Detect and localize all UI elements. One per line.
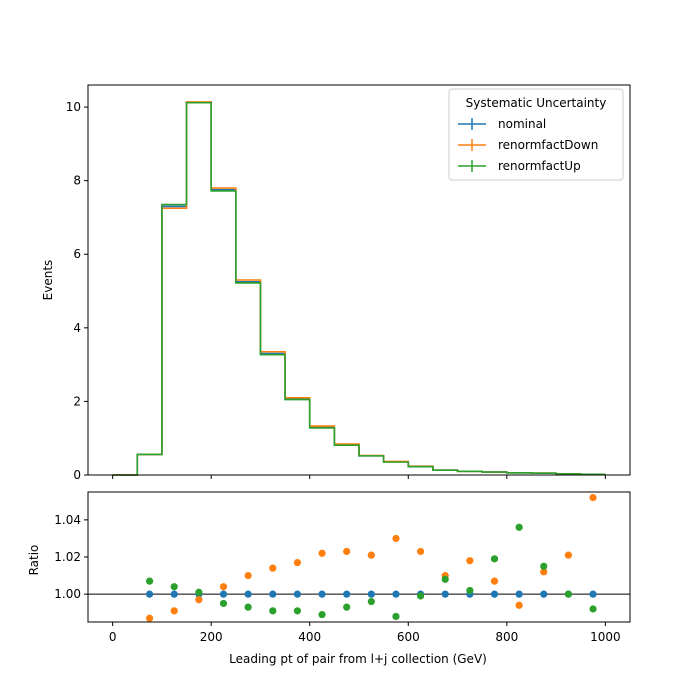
ratio-point-nominal	[219, 590, 228, 598]
histogram-axes-frame	[87, 84, 631, 476]
histogram-y-tick-label: 0	[73, 468, 81, 482]
ratio-point-renormfactdown	[564, 551, 573, 559]
ratio-point-renormfactup	[490, 555, 499, 563]
ratio-point-nominal	[392, 590, 400, 598]
ratio-point-nominal	[540, 590, 548, 598]
ratio-panel: 1.00 1.02 1.04 0 200 400 600 800 1000 Ratio Lea…	[27, 491, 631, 666]
ratio-point-nominal	[515, 590, 523, 598]
legend-item-renormfactdown: renormfactDown	[458, 138, 598, 152]
histogram-y-tick-label: 4	[73, 321, 81, 335]
ratio-point-nominal	[367, 590, 375, 598]
ratio-point-nominal	[490, 590, 499, 598]
ratio-point-renormfactdown	[219, 583, 228, 591]
histogram-y-tick-label: 10	[66, 100, 81, 114]
ratio-point-nominal	[318, 590, 326, 598]
histogram-y-tick-label: 6	[73, 247, 81, 261]
legend-label-renormfactdown: renormfactDown	[498, 138, 598, 152]
ratio-point-renormfactdown	[244, 571, 252, 580]
ratio-point-renormfactup	[293, 607, 302, 615]
ratio-y-tick-label: 1.02	[54, 550, 81, 564]
ratio-x-tick-label: 1000	[590, 630, 621, 644]
ratio-point-nominal	[244, 590, 252, 598]
legend: Systematic Uncertainty nominal renormfac…	[448, 88, 624, 181]
ratio-point-renormfactup	[318, 610, 326, 619]
ratio-point-renormfactdown	[343, 547, 351, 556]
ratio-y-tick-label: 1.04	[54, 513, 81, 527]
ratio-x-tick-label: 0	[109, 630, 117, 644]
legend-box	[448, 88, 624, 181]
histogram-y-ticks: 0 2 4 6 8 10	[66, 100, 88, 482]
ratio-point-nominal	[343, 590, 351, 598]
legend-item-nominal: nominal	[458, 117, 546, 131]
ratio-point-renormfactup	[145, 577, 154, 585]
histogram-y-tick-label: 8	[73, 174, 81, 188]
ratio-point-renormfactup	[466, 586, 474, 595]
ratio-point-renormfactdown	[416, 547, 425, 556]
ratio-point-renormfactdown	[195, 596, 203, 604]
ratio-point-renormfactup	[589, 605, 597, 613]
ratio-x-tick-label: 800	[495, 630, 518, 644]
ratio-point-nominal	[145, 590, 154, 598]
ratio-y-ticks: 1.00 1.02 1.04	[54, 513, 88, 601]
legend-title: Systematic Uncertainty	[466, 96, 607, 110]
ratio-point-renormfactup	[219, 599, 228, 608]
ratio-x-ticks: 0 200 400 600 800 1000	[109, 622, 621, 644]
ratio-point-renormfactup	[416, 592, 425, 600]
ratio-point-renormfactdown	[170, 607, 178, 615]
ratio-point-renormfactup	[564, 590, 573, 598]
ratio-point-renormfactup	[343, 603, 351, 611]
histogram-y-tick-label: 2	[73, 394, 81, 408]
ratio-point-renormfactdown	[392, 534, 400, 543]
histogram-series-group	[112, 101, 606, 476]
ratio-point-nominal	[269, 590, 277, 598]
histogram-panel: 0 2 4 6 8 10 Events Systematic Uncertainty no…	[41, 84, 631, 482]
ratio-point-renormfactdown	[293, 558, 302, 567]
ratio-x-axis-label: Leading pt of pair from l+j collection (…	[229, 652, 487, 666]
ratio-point-renormfactup	[392, 612, 400, 621]
ratio-point-renormfactdown	[269, 564, 277, 572]
histogram-y-axis-label: Events	[41, 260, 55, 301]
ratio-point-renormfactdown	[490, 577, 499, 585]
ratio-point-nominal	[293, 590, 302, 598]
ratio-point-renormfactup	[540, 562, 548, 570]
ratio-point-nominal	[589, 590, 597, 598]
ratio-point-renormfactdown	[466, 557, 474, 565]
ratio-point-renormfactdown	[367, 551, 375, 559]
ratio-point-renormfactup	[515, 523, 523, 531]
ratio-x-tick-label: 600	[397, 630, 420, 644]
ratio-point-renormfactup	[269, 607, 277, 615]
ratio-point-renormfactup	[170, 583, 178, 591]
ratio-point-renormfactup	[441, 575, 449, 583]
ratio-point-renormfactdown	[515, 601, 523, 609]
legend-item-renormfactup: renormfactUp	[458, 159, 581, 173]
ratio-point-renormfactdown	[145, 614, 154, 622]
ratio-point-renormfactdown	[318, 549, 326, 557]
ratio-point-renormfactdown	[540, 568, 548, 576]
histogram-x-ticks	[112, 475, 606, 479]
ratio-point-renormfactup	[367, 597, 375, 606]
ratio-x-tick-label: 200	[200, 630, 223, 644]
ratio-y-tick-label: 1.00	[54, 587, 81, 601]
ratio-x-tick-label: 400	[298, 630, 321, 644]
histogram-line-renormfactup	[112, 101, 606, 476]
ratio-point-nominal	[441, 590, 449, 598]
ratio-point-renormfactup	[244, 603, 252, 611]
ratio-points-group	[145, 493, 597, 622]
ratio-point-nominal	[170, 590, 178, 598]
legend-label-nominal: nominal	[498, 117, 546, 131]
ratio-y-axis-label: Ratio	[27, 545, 41, 576]
ratio-point-renormfactdown	[589, 493, 597, 502]
ratio-point-renormfactup	[195, 588, 203, 596]
legend-label-renormfactup: renormfactUp	[498, 159, 581, 173]
